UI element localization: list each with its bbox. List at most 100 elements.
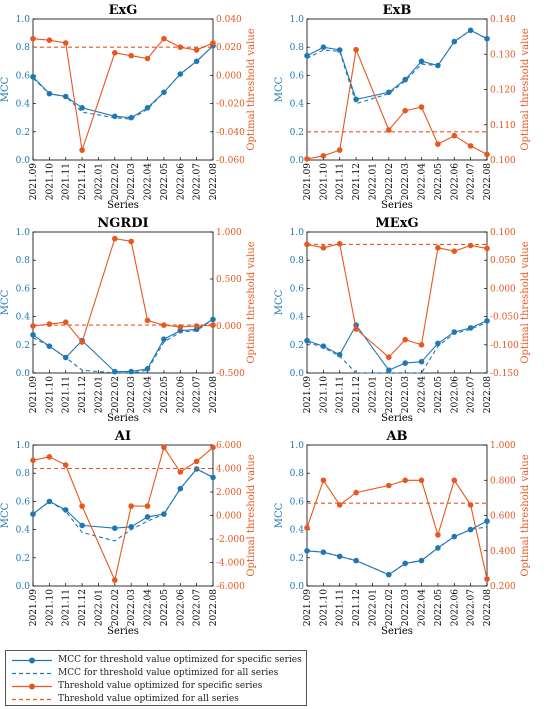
x-tick-label: 2022.04 — [144, 376, 154, 413]
data-point-threshold — [62, 40, 69, 46]
x-tick-label: 2022.06 — [176, 376, 186, 413]
right-tick-label: 0.140 — [490, 15, 516, 25]
right-axis-label: Optimal threshold value — [520, 241, 531, 363]
x-tick-label: 2022.07 — [193, 376, 203, 413]
data-point-threshold — [210, 322, 216, 328]
x-tick-label: 2022.01 — [368, 163, 378, 200]
left-tick-label: 0.6 — [290, 71, 305, 81]
left-tick-label: 1.0 — [290, 228, 305, 238]
data-point-threshold — [161, 35, 167, 42]
left-tick-label: 1.0 — [16, 15, 31, 25]
x-tick-label: 2022.05 — [160, 589, 170, 626]
data-point-mcc — [304, 52, 310, 59]
right-tick-label: 0.200 — [490, 582, 516, 592]
chart-panel-ab: AB 0.0 0.2 0.4 0.6 0.8 1.0 0.200 0.400 0.600 0.800… — [274, 429, 531, 637]
left-tick-label: 0.4 — [290, 526, 305, 536]
x-axis-label: Series — [107, 626, 139, 637]
data-point-mcc — [128, 524, 134, 530]
charts-svg: ExG 0.0 0.2 0.4 0.6 0.8 1.0 -0.060 -0.040 -0.020 0… — [0, 3, 531, 637]
left-tick-label: 1.0 — [16, 441, 31, 451]
left-axis-label: MCC — [274, 76, 285, 102]
legend-swatch-blue-solid — [12, 657, 52, 664]
right-tick-label: -6.000 — [216, 582, 245, 592]
x-axis-label: Series — [107, 200, 139, 211]
series-line-mcc-all — [306, 321, 488, 374]
right-tick-label: 0.120 — [490, 86, 516, 96]
data-point-mcc — [418, 58, 425, 65]
right-tick-label: 4.000 — [216, 465, 242, 475]
data-point-threshold — [193, 47, 200, 53]
data-point-mcc — [30, 74, 36, 80]
data-point-mcc — [112, 368, 118, 375]
chart-title: MExG — [375, 216, 418, 231]
x-axis-label: Series — [107, 413, 139, 424]
data-point-threshold — [144, 317, 151, 324]
x-tick-label: 2022.08 — [209, 163, 219, 200]
data-point-threshold — [484, 576, 490, 582]
left-tick-label: 0.0 — [290, 582, 305, 592]
right-tick-label: 0.400 — [490, 547, 516, 557]
series-line-threshold-specific — [32, 38, 214, 151]
data-point-threshold — [128, 238, 134, 245]
left-tick-label: 0.2 — [16, 128, 30, 138]
data-point-mcc — [46, 343, 53, 350]
series-line-mcc-specific — [32, 318, 214, 373]
chart-panel-exb: ExB 0.0 0.2 0.4 0.6 0.8 1.0 0.100 0.110 0.120 0.13… — [274, 3, 531, 211]
data-point-threshold — [320, 245, 327, 251]
right-tick-label: -0.150 — [490, 369, 519, 379]
data-point-mcc — [484, 318, 490, 324]
right-tick-label: -4.000 — [216, 559, 245, 569]
left-tick-label: 0.8 — [290, 256, 305, 266]
left-tick-label: 0.0 — [16, 369, 31, 379]
left-tick-label: 0.8 — [290, 469, 305, 479]
data-point-threshold — [320, 153, 327, 159]
left-tick-label: 0.4 — [290, 100, 305, 110]
right-tick-label: 0.600 — [490, 512, 516, 522]
data-point-threshold — [336, 241, 343, 247]
x-tick-label: 2022.01 — [94, 163, 104, 200]
chart-panel-exg: ExG 0.0 0.2 0.4 0.6 0.8 1.0 -0.060 -0.040 -0.020 0… — [0, 3, 257, 211]
x-tick-label: 2022.05 — [434, 589, 444, 626]
series-line-mcc-all — [32, 45, 214, 120]
chart-title: ExG — [109, 3, 138, 18]
x-tick-label: 2021.10 — [319, 163, 329, 200]
data-point-mcc — [484, 518, 490, 524]
right-tick-label: 0.020 — [216, 43, 242, 53]
x-tick-label: 2022.06 — [450, 589, 460, 626]
data-point-threshold — [30, 323, 36, 329]
data-point-mcc — [161, 336, 167, 343]
data-point-mcc — [144, 514, 151, 520]
series-line-mcc-specific — [32, 45, 214, 119]
x-tick-label: 2022.08 — [209, 376, 219, 413]
data-point-threshold — [304, 525, 310, 531]
data-point-threshold — [484, 245, 490, 252]
x-tick-label: 2022.06 — [176, 163, 186, 200]
plot-frame — [306, 444, 488, 587]
data-point-threshold — [46, 37, 53, 43]
data-point-threshold — [353, 46, 359, 53]
right-axis-label: Optimal threshold value — [246, 454, 257, 576]
data-point-threshold — [320, 477, 327, 484]
data-point-threshold — [418, 104, 425, 110]
chart-panel-mexg: MExG 0.0 0.2 0.4 0.6 0.8 1.0 -0.150 -0.100 -0.050… — [274, 216, 531, 424]
data-point-threshold — [386, 482, 392, 489]
series-line-mcc-specific — [306, 520, 488, 576]
x-tick-label: 2022.04 — [418, 163, 428, 200]
right-axis-label: Optimal threshold value — [246, 28, 257, 150]
chart-panel-ngrdi: NGRDI 0.0 0.2 0.4 0.6 0.8 1.0 -0.500 0.000 0.500 1… — [0, 216, 257, 424]
chart-title: ExB — [383, 3, 412, 18]
series-line-threshold-specific — [306, 47, 488, 160]
x-tick-label: 2021.12 — [352, 589, 362, 626]
x-tick-label: 2022.03 — [127, 589, 137, 626]
left-axis-label: MCC — [274, 289, 285, 315]
x-tick-label: 2022.01 — [368, 376, 378, 413]
data-point-mcc — [336, 351, 343, 358]
data-point-threshold — [435, 141, 441, 147]
data-point-threshold — [435, 532, 441, 538]
left-axis-label: MCC — [0, 289, 11, 315]
data-point-mcc — [435, 340, 441, 347]
x-tick-label: 2022.02 — [111, 589, 121, 626]
x-tick-label: 2021.10 — [319, 376, 329, 413]
right-tick-label: 0.000 — [216, 512, 242, 522]
x-tick-label: 2021.12 — [78, 589, 88, 626]
